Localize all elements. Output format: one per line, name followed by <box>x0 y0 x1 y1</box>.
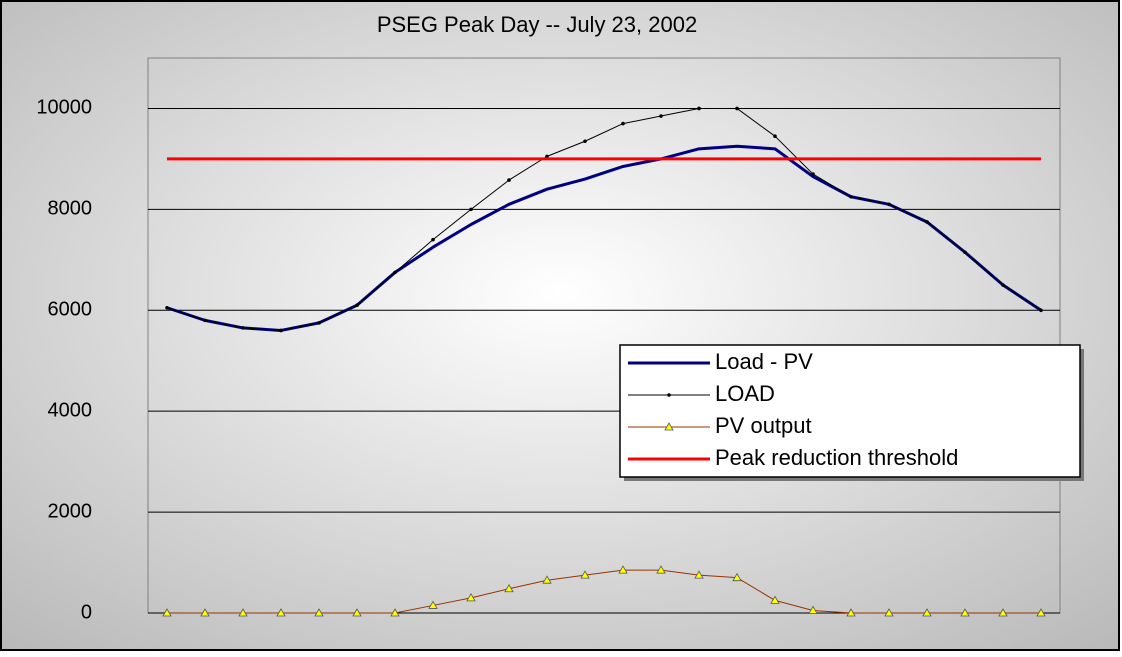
marker <box>504 583 514 593</box>
marker <box>884 608 894 617</box>
marker <box>922 608 932 617</box>
y-tick-label: 10000 <box>36 97 92 119</box>
marker <box>811 172 815 176</box>
marker <box>507 178 511 182</box>
marker <box>621 121 625 126</box>
marker <box>656 565 666 574</box>
marker <box>849 194 853 199</box>
y-tick-label: 8000 <box>48 198 93 220</box>
y-tick-label: 0 <box>81 601 92 623</box>
marker <box>542 575 552 584</box>
marker <box>314 608 324 617</box>
marker <box>1001 283 1005 287</box>
marker <box>469 207 473 212</box>
marker <box>1039 308 1043 313</box>
series-line <box>167 569 1041 614</box>
marker <box>203 318 207 323</box>
marker <box>846 608 856 617</box>
marker <box>352 608 362 617</box>
marker <box>887 202 891 207</box>
marker <box>355 303 359 308</box>
marker <box>732 572 742 582</box>
marker <box>393 270 397 275</box>
marker <box>770 595 780 604</box>
chart-title: PSEG Peak Day -- July 23, 2002 <box>377 12 697 37</box>
marker <box>694 570 704 579</box>
marker <box>580 570 590 579</box>
marker <box>317 321 321 325</box>
marker <box>583 139 587 144</box>
marker <box>431 237 435 242</box>
marker <box>279 328 283 333</box>
marker <box>200 608 210 617</box>
legend-label: Load - PV <box>715 349 813 374</box>
legend-box <box>619 344 1081 478</box>
marker <box>808 605 818 614</box>
y-tick-label: 2000 <box>48 500 93 522</box>
marker <box>925 220 929 224</box>
legend-label: PV output <box>715 413 812 438</box>
marker <box>165 305 169 310</box>
marker <box>238 608 248 617</box>
marker <box>697 106 701 111</box>
marker <box>659 114 663 118</box>
y-tick-label: 6000 <box>48 299 93 321</box>
marker <box>998 608 1008 617</box>
marker <box>428 600 438 609</box>
marker <box>241 326 245 330</box>
series-line <box>166 107 1042 331</box>
marker <box>618 565 628 574</box>
marker <box>963 250 967 255</box>
marker <box>960 608 970 617</box>
marker <box>773 134 777 139</box>
marker <box>1036 608 1046 617</box>
marker <box>545 154 549 159</box>
marker <box>276 608 286 617</box>
marker <box>162 608 172 617</box>
legend-label: Peak reduction threshold <box>715 445 958 470</box>
legend-label: LOAD <box>715 381 775 406</box>
legend-marker <box>667 393 671 397</box>
legend-marker <box>664 422 674 431</box>
marker <box>390 608 400 617</box>
marker <box>466 593 476 602</box>
marker <box>735 106 739 111</box>
y-tick-label: 4000 <box>48 399 93 421</box>
